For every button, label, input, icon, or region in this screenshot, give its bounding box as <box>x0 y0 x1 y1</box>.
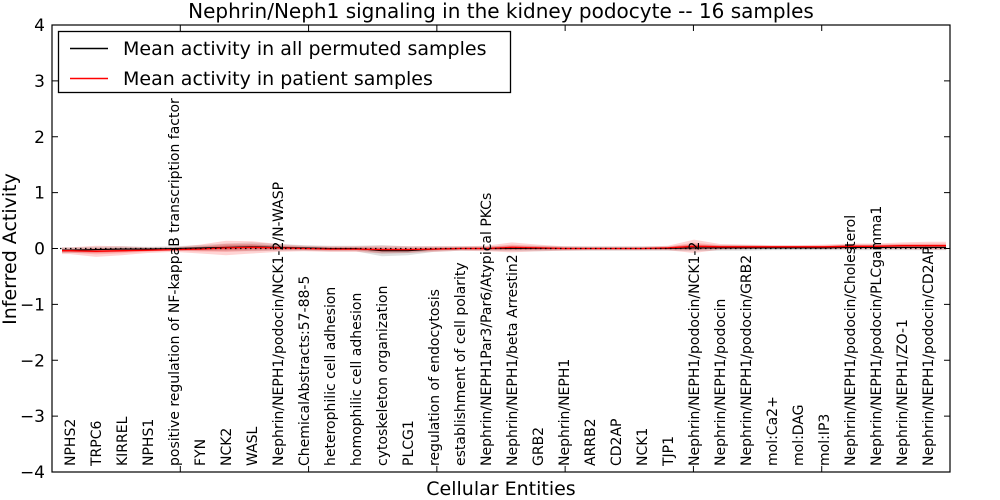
entity-label: mol:Ca2+ <box>765 396 781 466</box>
entity-label: NCK2 <box>219 428 235 466</box>
entity-label: Nephrin/NEPH1/podocin/PLCgamma1 <box>869 206 885 466</box>
entity-label: NCK1 <box>635 428 651 466</box>
entity-label: TJP1 <box>661 436 677 467</box>
entity-label: regulation of endocytosis <box>427 289 443 466</box>
entity-label: NPHS1 <box>141 419 157 466</box>
entity-label: positive regulation of NF-kappaB transcr… <box>167 85 183 466</box>
y-tick-label: −1 <box>20 295 45 315</box>
entity-label: ARRB2 <box>583 418 599 466</box>
entity-label: FYN <box>193 439 209 466</box>
plot-area: 4 3 2 1 0 −1 −2 −3 −4 NPHS2 TRPC6 KIRREL NPHS1 positi… <box>20 16 951 483</box>
entity-label: CD2AP <box>609 419 625 466</box>
entity-label: Nephrin/NEPH1/ZO-1 <box>895 319 911 466</box>
entity-label: Nephrin/NEPH1 <box>557 359 573 466</box>
entity-label: homophilic cell adhesion <box>349 293 365 466</box>
entity-label: Nephrin/NEPH1/podocin/GRB2 <box>739 255 755 466</box>
entity-label: Nephrin/NEPH1/podocin/NCK1-2/N-WASP <box>271 182 287 466</box>
permuted-band <box>62 242 946 257</box>
y-tick-label: −2 <box>20 351 45 371</box>
legend-label-patient: Mean activity in patient samples <box>123 68 433 90</box>
y-tick-label: 0 <box>34 240 45 260</box>
entity-label: heterophilic cell adhesion <box>323 287 339 466</box>
y-tick-label: 3 <box>34 72 45 92</box>
chart-title: Nephrin/Neph1 signaling in the kidney po… <box>188 0 814 23</box>
entity-label: Nephrin/NEPH1/podocin <box>713 299 729 466</box>
entity-label: mol:IP3 <box>817 414 833 466</box>
legend: Mean activity in all permuted samples Me… <box>57 30 512 94</box>
legend-label-permuted: Mean activity in all permuted samples <box>123 38 486 60</box>
entity-label: Nephrin/NEPH1/podocin/Cholesterol <box>843 215 859 466</box>
legend-box <box>57 30 512 94</box>
entity-label: Nephrin/NEPH1/podocin/NCK1-2 <box>687 242 703 466</box>
entity-label: Nephrin/NEPH1/podocin/CD2AP <box>921 246 937 466</box>
x-axis-label: Cellular Entities <box>426 478 575 500</box>
y-axis-label: Inferred Activity <box>0 173 21 325</box>
y-tick-label: −3 <box>20 407 45 427</box>
y-tick-label: 4 <box>34 16 45 36</box>
entity-label: PLCG1 <box>401 420 417 466</box>
y-tick-label: 2 <box>34 128 45 148</box>
entity-label: GRB2 <box>531 427 547 466</box>
entity-label: establishment of cell polarity <box>453 262 469 466</box>
entity-label: NPHS2 <box>63 419 79 466</box>
entity-label: Nephrin/NEPH1Par3/Par6/Atypical PKCs <box>479 193 495 466</box>
entity-label: KIRREL <box>115 416 131 466</box>
plot-frame <box>51 24 951 473</box>
entity-label: TRPC6 <box>89 421 105 467</box>
y-tick-label: −4 <box>20 463 45 483</box>
entity-label: cytoskeleton organization <box>375 286 391 466</box>
entity-label: mol:DAG <box>791 404 807 466</box>
patient-mean-line <box>62 245 946 252</box>
entity-label: ChemicalAbstracts:57-88-5 <box>297 276 313 466</box>
y-tick-label: 1 <box>34 184 45 204</box>
entity-label: WASL <box>245 426 261 466</box>
entity-label: Nephrin/NEPH1/beta Arrestin2 <box>505 254 521 466</box>
